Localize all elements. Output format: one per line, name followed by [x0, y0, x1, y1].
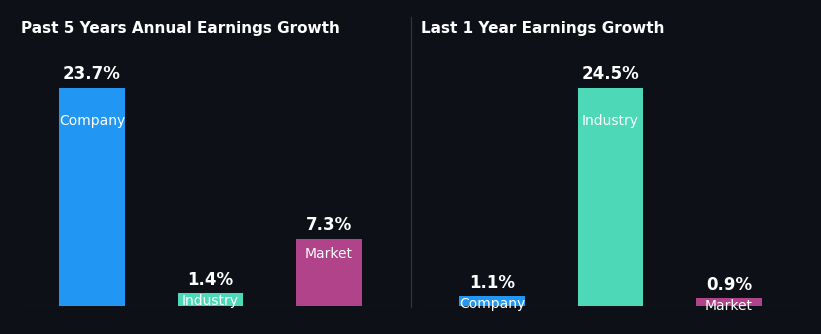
- Text: 1.4%: 1.4%: [187, 271, 233, 289]
- Bar: [296, 239, 361, 306]
- Text: 7.3%: 7.3%: [306, 216, 352, 234]
- Text: Market: Market: [705, 299, 753, 313]
- Text: Past 5 Years Annual Earnings Growth: Past 5 Years Annual Earnings Growth: [21, 21, 340, 36]
- Bar: [578, 88, 643, 306]
- Text: 1.1%: 1.1%: [469, 274, 515, 292]
- Bar: [59, 88, 125, 306]
- Text: Last 1 Year Earnings Growth: Last 1 Year Earnings Growth: [421, 21, 664, 36]
- Text: 23.7%: 23.7%: [63, 65, 121, 83]
- Bar: [696, 298, 762, 306]
- Text: Company: Company: [59, 114, 125, 128]
- Text: Company: Company: [459, 297, 525, 311]
- Bar: [460, 296, 525, 306]
- Text: Industry: Industry: [182, 294, 239, 308]
- Text: Market: Market: [305, 247, 353, 261]
- Text: 0.9%: 0.9%: [706, 276, 752, 294]
- Text: Industry: Industry: [582, 114, 639, 128]
- Text: 24.5%: 24.5%: [581, 65, 640, 83]
- Bar: [178, 293, 243, 306]
